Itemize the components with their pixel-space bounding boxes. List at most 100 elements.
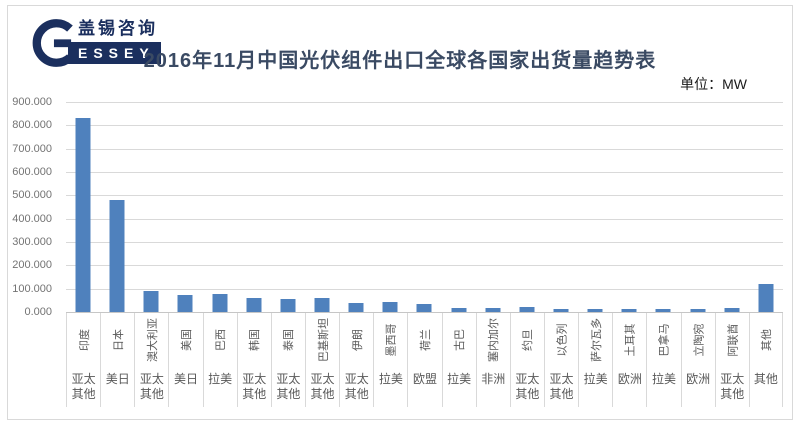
category-cell: 阿联酋 亚太其他 bbox=[714, 313, 749, 407]
category-region-label: 美日 bbox=[173, 372, 198, 386]
y-tick-label: 800.000 bbox=[12, 119, 52, 132]
category-region-label: 拉美 bbox=[378, 372, 403, 386]
category-region-label: 其他 bbox=[753, 372, 778, 386]
category-region-label: 拉美 bbox=[651, 372, 676, 386]
bar bbox=[246, 297, 262, 312]
bar-column bbox=[305, 102, 339, 312]
category-region-label: 拉美 bbox=[208, 372, 233, 386]
gridline bbox=[66, 242, 783, 243]
bar-column bbox=[715, 102, 749, 312]
category-country-label: 伊朗 bbox=[346, 313, 368, 367]
category-region-label: 亚太其他 bbox=[720, 372, 745, 401]
bar-column bbox=[544, 102, 578, 312]
category-country-label: 美国 bbox=[175, 313, 197, 367]
bar-column bbox=[100, 102, 134, 312]
gridline bbox=[66, 172, 783, 173]
bar bbox=[109, 200, 125, 312]
bar bbox=[314, 298, 330, 312]
category-country-text: 巴拿马 bbox=[658, 323, 671, 357]
bar bbox=[280, 298, 296, 312]
y-tick-label: 700.000 bbox=[12, 142, 52, 155]
gridline bbox=[66, 148, 783, 150]
bar-column bbox=[749, 102, 783, 312]
category-region-label: 欧洲 bbox=[686, 372, 711, 386]
category-region-label: 亚太其他 bbox=[310, 372, 335, 401]
bar bbox=[621, 309, 637, 312]
plot-area bbox=[66, 102, 783, 313]
category-cell: 立陶宛 欧洲 bbox=[680, 313, 715, 407]
bar-column bbox=[578, 102, 612, 312]
category-country-text: 巴西 bbox=[215, 329, 228, 351]
category-cell: 荷兰 欧盟 bbox=[407, 313, 441, 407]
category-cell: 以色列 亚太其他 bbox=[543, 313, 578, 407]
unit-label: 单位：MW bbox=[680, 76, 747, 92]
category-region-label: 拉美 bbox=[447, 372, 472, 386]
y-tick-label: 100.000 bbox=[12, 282, 52, 295]
category-country-text: 土耳其 bbox=[624, 323, 637, 357]
bar-column bbox=[646, 102, 680, 312]
category-region-label: 欧洲 bbox=[617, 372, 642, 386]
chart-border bbox=[7, 5, 793, 420]
bar bbox=[553, 308, 569, 312]
category-cell: 泰国 亚太其他 bbox=[270, 313, 305, 407]
category-cell: 墨西哥 拉美 bbox=[373, 313, 407, 407]
category-country-label: 约旦 bbox=[516, 313, 538, 367]
bar-column bbox=[407, 102, 441, 312]
category-region-label: 拉美 bbox=[583, 372, 608, 386]
category-country-text: 韩国 bbox=[249, 329, 262, 351]
bar-column bbox=[66, 102, 100, 312]
y-tick-label: 600.000 bbox=[12, 166, 52, 178]
category-country-label: 韩国 bbox=[243, 313, 265, 367]
category-country-text: 印度 bbox=[78, 329, 91, 351]
logo-brand-cn: 盖锡咨询 bbox=[78, 19, 158, 38]
category-country-label: 巴拿马 bbox=[647, 313, 680, 367]
category-country-text: 荷兰 bbox=[419, 329, 432, 351]
category-cell: 巴基斯坦 亚太其他 bbox=[304, 313, 339, 407]
gridline bbox=[66, 125, 783, 127]
bar bbox=[143, 291, 159, 312]
category-country-text: 巴基斯坦 bbox=[317, 318, 330, 362]
category-cell: 约旦 亚太其他 bbox=[509, 313, 544, 407]
category-country-text: 阿联酋 bbox=[727, 323, 740, 357]
bar bbox=[382, 301, 398, 312]
gridline bbox=[66, 265, 783, 267]
category-region-label: 亚太其他 bbox=[139, 372, 164, 401]
category-country-label: 塞内加尔 bbox=[471, 313, 515, 367]
category-cell: 古巴 拉美 bbox=[441, 313, 476, 407]
bar bbox=[587, 308, 603, 312]
category-country-text: 约旦 bbox=[522, 329, 535, 351]
bar-column bbox=[237, 102, 271, 312]
category-cell: 萨尔瓦多 拉美 bbox=[578, 313, 612, 407]
category-region-label: 非洲 bbox=[481, 372, 506, 386]
category-country-text: 泰国 bbox=[283, 329, 296, 351]
category-cell: 塞内加尔 非洲 bbox=[475, 313, 510, 407]
bar bbox=[758, 284, 774, 312]
company-logo: 盖锡咨询 ESSEY bbox=[28, 16, 161, 70]
category-country-text: 澳大利亚 bbox=[146, 318, 159, 362]
gridline bbox=[66, 218, 783, 220]
category-country-label: 巴西 bbox=[209, 313, 231, 367]
bar-column bbox=[339, 102, 373, 312]
category-country-label: 其他 bbox=[755, 313, 777, 367]
bar-column bbox=[681, 102, 715, 312]
category-region-label: 亚太其他 bbox=[276, 372, 301, 401]
category-country-label: 立陶宛 bbox=[682, 313, 715, 367]
bar-column bbox=[612, 102, 646, 312]
bar-column bbox=[373, 102, 407, 312]
bar bbox=[212, 294, 228, 312]
bar bbox=[519, 307, 535, 312]
category-country-label: 萨尔瓦多 bbox=[574, 313, 618, 367]
category-country-text: 墨西哥 bbox=[385, 323, 398, 357]
category-country-label: 泰国 bbox=[277, 313, 299, 367]
category-cell: 印度 亚太其他 bbox=[66, 313, 100, 407]
bar-column bbox=[203, 102, 237, 312]
category-country-label: 阿联酋 bbox=[716, 313, 749, 367]
bar bbox=[724, 308, 740, 312]
category-cell: 伊朗 亚太其他 bbox=[339, 313, 373, 407]
bar bbox=[177, 294, 193, 312]
category-country-label: 荷兰 bbox=[414, 313, 436, 367]
bar bbox=[690, 309, 706, 312]
bar-column bbox=[442, 102, 476, 312]
category-region-label: 亚太其他 bbox=[344, 372, 369, 401]
category-country-label: 古巴 bbox=[448, 313, 470, 367]
